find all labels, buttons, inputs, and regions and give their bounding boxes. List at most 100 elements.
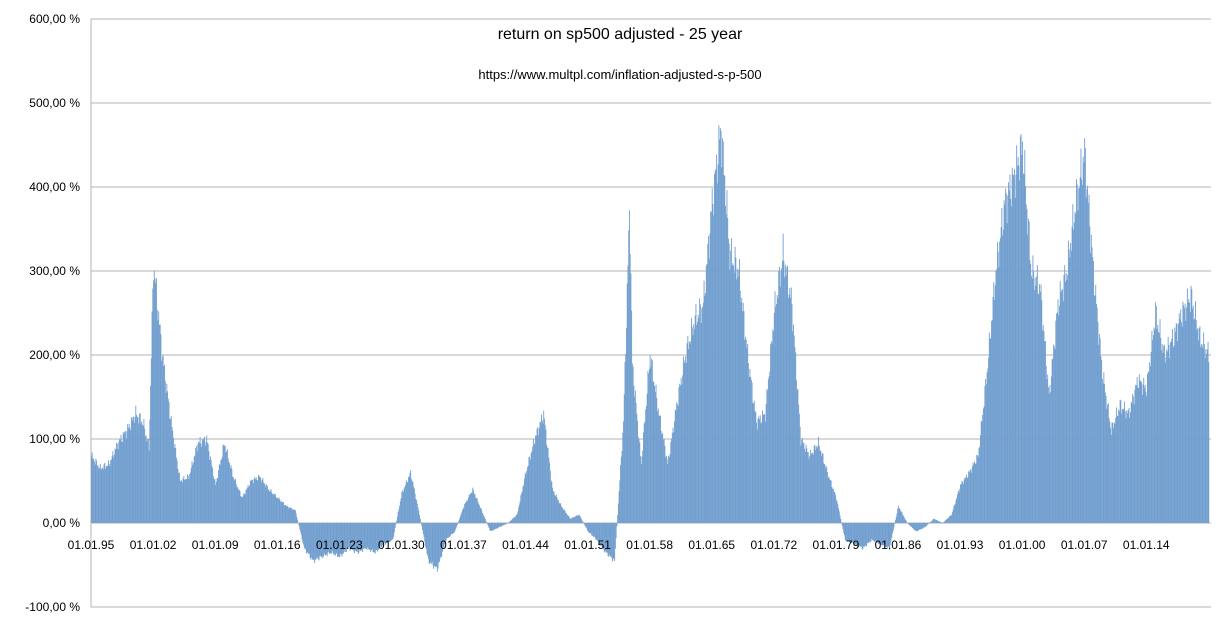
bar [621,450,623,523]
bar [982,408,984,523]
bar [112,451,114,523]
bar [375,523,377,550]
bar [771,343,773,523]
bar [207,442,208,523]
bar [409,472,411,523]
bar [984,386,986,523]
bar [855,523,857,545]
bar [659,415,661,523]
bar [665,457,667,523]
bar [405,484,406,523]
bar [981,421,983,523]
bar [930,521,932,523]
bar [1052,358,1054,523]
bar [99,464,101,523]
bar [643,423,645,523]
bar [733,265,735,523]
bar [770,341,772,523]
bar [413,488,415,523]
bar [1041,300,1043,523]
bar [516,514,518,523]
bar [846,523,848,541]
bar [382,523,384,546]
bar [989,338,991,523]
bar [587,523,589,532]
bar [647,371,649,523]
bar [357,523,359,555]
bar [1170,341,1172,523]
bar [959,488,961,523]
bar [821,455,823,523]
bar [1164,344,1165,523]
bar [883,523,885,545]
bar [849,523,851,543]
bar [522,486,524,523]
bar [673,432,675,523]
bar [1085,197,1087,523]
bar [370,523,372,552]
bar [226,451,228,523]
y-tick-label: 500,00 % [29,96,80,110]
bar [331,523,333,554]
bar [749,368,751,523]
bar [163,366,165,523]
bar [1120,400,1122,523]
bar [755,412,757,523]
bar [398,509,400,523]
bar [536,428,538,523]
bar [1006,223,1008,524]
bar [557,499,559,523]
bar [1038,294,1040,523]
bar [1166,349,1168,523]
bar [960,484,961,523]
bar [642,450,644,523]
bar [875,523,877,541]
bar [880,523,882,546]
bar [940,522,942,523]
bar [1161,350,1162,523]
bar [459,516,461,523]
bar [724,175,726,524]
bar [1125,418,1127,523]
bar [725,214,727,523]
bar [884,523,886,547]
bar [899,508,901,523]
bar [296,517,298,523]
bar [1130,401,1132,523]
bar [795,379,797,523]
bar [524,472,526,523]
bar [465,501,467,523]
bar [530,453,532,523]
bar [127,424,129,523]
bar [975,463,977,523]
bar [996,242,998,524]
bar [657,408,659,523]
bar [248,487,250,523]
bar [1079,187,1080,523]
bar [1169,342,1171,523]
bar [246,487,248,523]
bar [662,439,664,523]
bar [1158,333,1160,523]
bar [415,499,417,523]
bar [386,523,388,543]
bar [846,523,848,542]
bar [631,363,633,523]
bar [1082,156,1084,524]
bar [419,518,421,523]
bar [543,418,545,523]
bar [792,331,794,523]
bar [921,523,923,529]
bar [839,515,841,523]
bar [889,523,891,545]
bar [152,288,154,523]
bar [325,523,327,556]
y-tick-label: 200,00 % [29,348,80,362]
bar [804,448,806,523]
bar [149,419,151,523]
bar [1053,344,1055,523]
bar [767,379,769,523]
bar [1105,395,1107,523]
bar [734,246,736,523]
